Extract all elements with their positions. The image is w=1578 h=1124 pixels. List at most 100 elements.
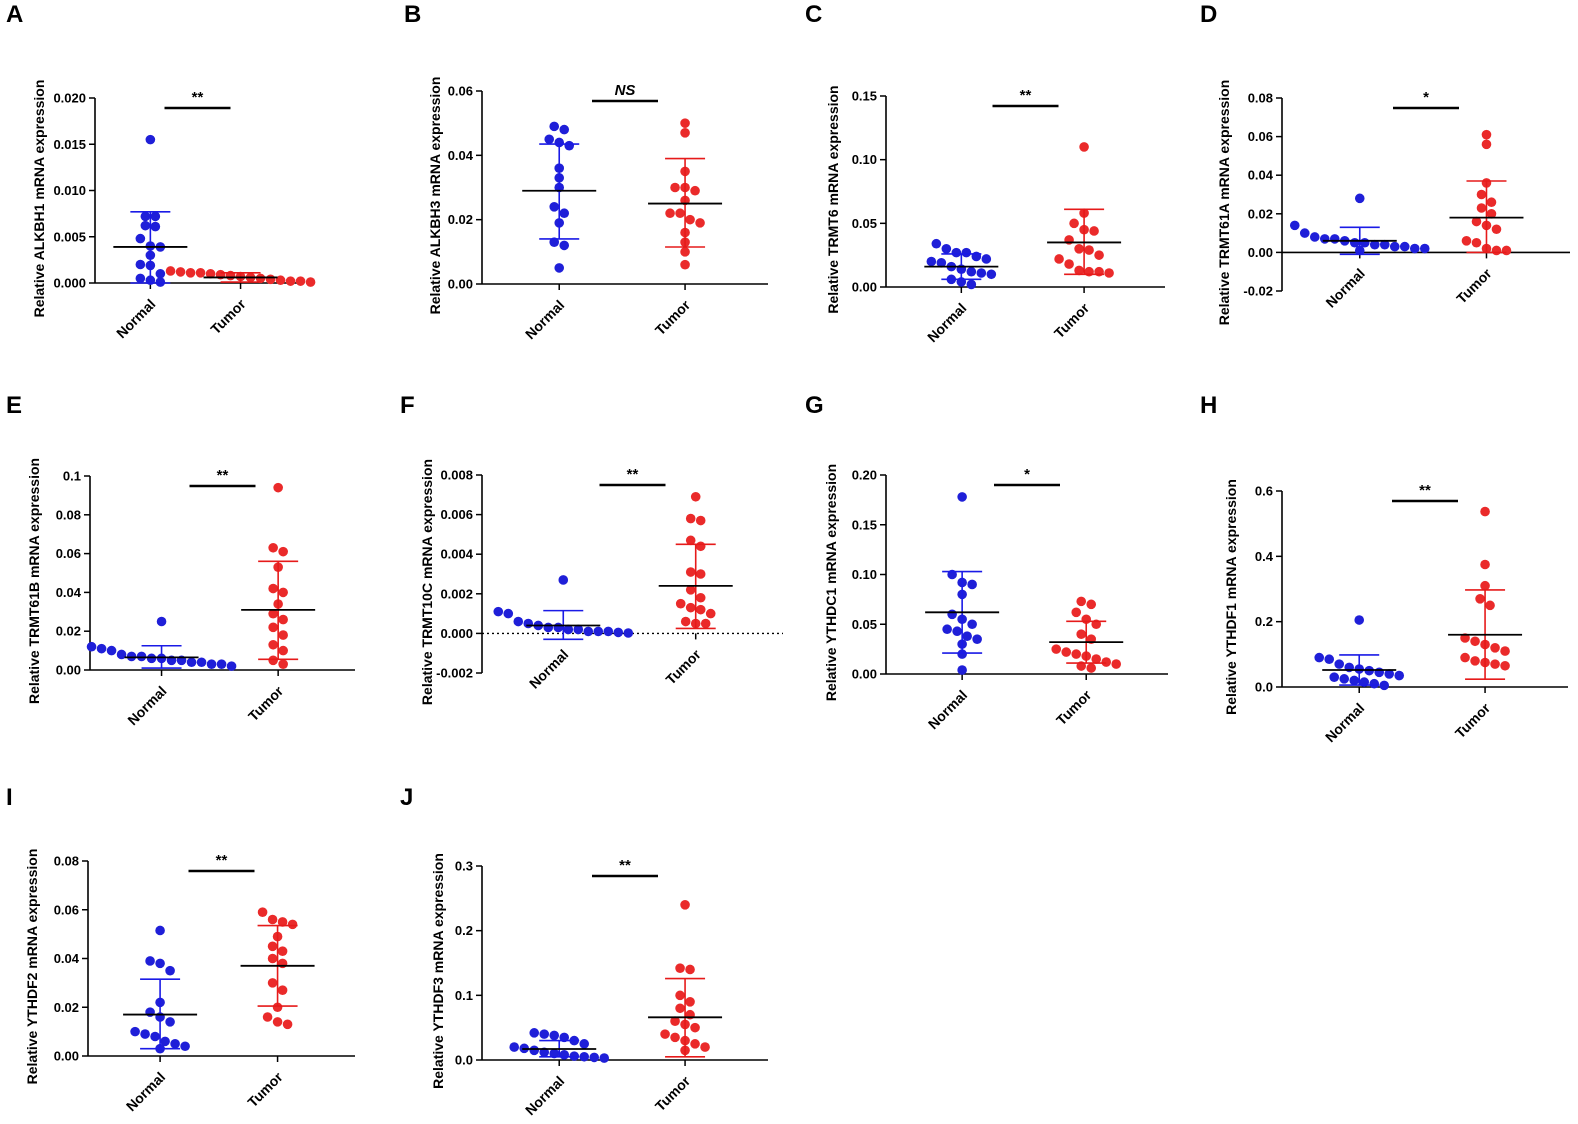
data-point-normal: [1334, 659, 1345, 669]
data-point-tumor: [295, 276, 306, 286]
data-point-normal: [1354, 615, 1365, 625]
data-point-normal: [1409, 243, 1420, 254]
data-point-normal: [583, 626, 594, 637]
y-tick-label: 0.005: [53, 229, 86, 244]
y-axis-label: Relative YTHDC1 mRNA expression: [823, 464, 839, 701]
data-point-normal: [942, 624, 952, 635]
data-point-normal: [96, 643, 107, 654]
data-point-tumor: [1471, 216, 1482, 227]
data-point-tumor: [267, 914, 278, 925]
data-point-tumor: [268, 655, 278, 666]
data-point-tumor: [1486, 209, 1497, 219]
data-point-normal: [573, 624, 584, 635]
data-point-normal: [539, 1029, 550, 1039]
data-point-normal: [603, 626, 614, 637]
data-point-tumor: [175, 267, 186, 277]
data-point-normal: [549, 202, 560, 212]
data-point-normal: [1379, 239, 1390, 250]
data-point-normal: [513, 616, 524, 627]
data-point-tumor: [680, 118, 690, 128]
data-point-tumor: [1086, 663, 1097, 673]
data-point-normal: [503, 608, 514, 619]
data-point-tumor: [1476, 189, 1487, 200]
y-tick-label: 0.04: [448, 148, 474, 163]
data-point-tumor: [685, 513, 696, 524]
data-point-normal: [206, 659, 217, 669]
data-point-normal: [226, 661, 237, 671]
data-point-tumor: [282, 1019, 293, 1030]
data-point-normal: [106, 645, 117, 656]
data-point-tumor: [690, 1039, 700, 1049]
data-point-tumor: [700, 1042, 710, 1052]
data-point-tumor: [1500, 660, 1510, 671]
data-point-tumor: [695, 515, 706, 526]
y-tick-label: 0.6: [1255, 484, 1273, 499]
panel-letter: I: [6, 784, 13, 811]
x-category-label: Tumor: [1453, 265, 1495, 307]
data-point-normal: [155, 268, 166, 279]
data-point-normal: [529, 1028, 540, 1038]
data-point-tumor: [670, 1016, 680, 1026]
data-point-normal: [116, 649, 127, 660]
data-point-normal: [563, 624, 574, 635]
data-point-tumor: [278, 630, 288, 640]
y-tick-label: 0.002: [440, 586, 473, 601]
y-tick-label: 0.06: [448, 84, 473, 99]
data-point-tumor: [1084, 266, 1094, 277]
data-point-tumor: [275, 275, 286, 286]
data-point-tumor: [1076, 629, 1087, 639]
panel-letter: J: [400, 784, 413, 811]
y-tick-label: 0.1: [63, 469, 81, 484]
panel-letter: H: [1200, 392, 1217, 419]
data-point-tumor: [272, 1002, 283, 1013]
data-point-tumor: [685, 535, 696, 546]
y-tick-label: 0.04: [1248, 168, 1274, 183]
data-point-normal: [579, 1051, 590, 1062]
data-point-normal: [623, 628, 634, 638]
y-axis-label: Relative TRMT10C mRNA expression: [419, 459, 435, 705]
y-tick-label: 0.0: [455, 1053, 473, 1068]
data-point-normal: [593, 626, 604, 637]
significance-label: **: [216, 852, 228, 869]
data-point-tumor: [670, 1032, 680, 1043]
data-point-normal: [140, 1029, 150, 1039]
data-point-normal: [86, 641, 97, 652]
panel-i: I 0.00 0.02 0.04 0.06 0.08 Relative YTHDF2 mRN…: [6, 784, 355, 1114]
data-point-tumor: [1089, 226, 1099, 236]
data-point-normal: [936, 258, 947, 268]
data-point-tumor: [705, 608, 716, 619]
data-point-normal: [957, 649, 967, 659]
y-tick-label: 0.02: [54, 1000, 79, 1015]
y-tick-label: 0.15: [852, 89, 877, 104]
data-point-normal: [135, 259, 146, 270]
x-category-label: Normal: [522, 297, 567, 342]
y-tick-label: 0.008: [440, 468, 473, 483]
data-point-normal: [549, 1048, 560, 1059]
data-point-tumor: [1476, 203, 1487, 213]
data-point-tumor: [690, 185, 700, 196]
data-point-normal: [493, 606, 504, 617]
data-point-tumor: [272, 1017, 283, 1027]
panel-letter: G: [805, 392, 824, 419]
y-tick-label: 0.00: [1248, 245, 1273, 260]
data-point-normal: [1289, 220, 1300, 231]
data-point-normal: [140, 220, 151, 231]
panel-letter: E: [6, 392, 22, 419]
x-category-label: Tumor: [652, 1072, 694, 1114]
data-point-normal: [150, 1031, 160, 1042]
y-tick-label: 0.04: [56, 585, 82, 600]
data-point-normal: [558, 575, 569, 585]
data-point-tumor: [1500, 646, 1510, 656]
significance-label: **: [192, 89, 204, 106]
data-point-tumor: [1460, 652, 1470, 663]
data-point-tumor: [262, 1012, 273, 1022]
data-point-normal: [1309, 232, 1320, 242]
y-tick-label: 0.020: [53, 91, 86, 106]
y-tick-label: 0.02: [1248, 206, 1273, 221]
data-point-tumor: [665, 208, 675, 219]
data-point-tumor: [690, 1022, 700, 1033]
data-point-normal: [549, 1030, 560, 1041]
data-point-normal: [976, 268, 987, 278]
data-point-tumor: [1480, 506, 1490, 517]
x-category-label: Tumor: [245, 682, 287, 724]
